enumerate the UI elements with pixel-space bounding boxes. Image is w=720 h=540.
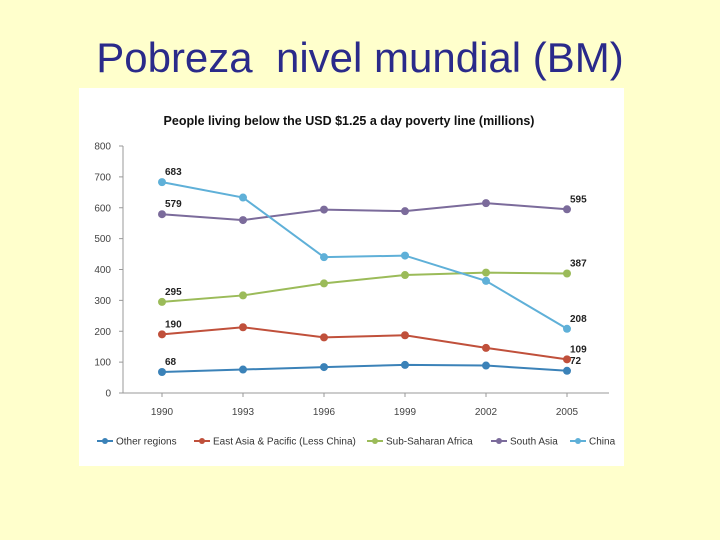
legend-swatch-marker [575, 438, 581, 444]
data-point [401, 360, 409, 369]
data-label: 387 [570, 259, 587, 270]
x-tick-label: 2002 [475, 407, 498, 418]
x-axis-ticks: 1990 1993 1996 1999 2002 2005 [151, 393, 579, 418]
data-point [320, 205, 328, 214]
series: 190 109 [158, 319, 587, 364]
data-point [563, 324, 571, 333]
y-tick-label: 600 [94, 203, 111, 214]
legend-item: Other regions [97, 437, 177, 448]
data-label: 68 [165, 357, 177, 368]
legend-label: Other regions [116, 437, 177, 448]
legend-label: Sub-Saharan Africa [386, 437, 473, 448]
y-tick-label: 400 [94, 265, 111, 276]
series: 683 208 [158, 167, 587, 333]
x-tick-label: 1996 [313, 407, 336, 418]
y-tick-label: 800 [94, 142, 111, 153]
series-line [161, 181, 568, 330]
data-label: 579 [165, 199, 182, 210]
series: 579 595 [158, 194, 587, 225]
legend-swatch-marker [496, 438, 502, 444]
x-tick-label: 2005 [556, 407, 579, 418]
data-point [320, 279, 328, 288]
poverty-line-chart: People living below the USD $1.25 a day … [94, 114, 616, 448]
y-axis-ticks: 0 100 200 300 400 500 600 700 800 [94, 142, 123, 400]
data-point [482, 199, 490, 208]
data-point [239, 291, 247, 300]
data-label: 683 [165, 167, 182, 178]
series-line [161, 271, 568, 303]
data-point [158, 368, 166, 377]
y-tick-label: 0 [105, 389, 111, 400]
data-point [158, 210, 166, 219]
data-label: 595 [570, 194, 587, 205]
data-point [239, 323, 247, 332]
data-point [239, 193, 247, 202]
data-point [320, 253, 328, 262]
legend-item: Sub-Saharan Africa [367, 437, 473, 448]
y-tick-label: 300 [94, 296, 111, 307]
y-tick-label: 700 [94, 172, 111, 183]
data-label: 72 [570, 356, 582, 367]
x-tick-label: 1999 [394, 407, 417, 418]
y-tick-label: 100 [94, 358, 111, 369]
series: 295 387 [158, 259, 587, 306]
data-point [401, 251, 409, 260]
series-line [161, 326, 568, 361]
data-point [239, 216, 247, 225]
slide-title: Pobreza nivel mundial (BM) [96, 34, 624, 81]
data-point [158, 330, 166, 339]
x-tick-label: 1990 [151, 407, 174, 418]
series-line [161, 363, 568, 374]
legend-item: East Asia & Pacific (Less China) [194, 437, 356, 448]
legend-label: China [589, 437, 616, 448]
legend: Other regions East Asia & Pacific (Less C… [97, 437, 616, 448]
series-line [161, 202, 568, 222]
data-point [482, 343, 490, 352]
data-point [401, 331, 409, 340]
data-point [563, 269, 571, 278]
series-layer: 68 72 190 109 295 387 579 595 683 208 [158, 167, 587, 377]
data-point [401, 271, 409, 280]
legend-item: China [570, 437, 616, 448]
data-point [482, 361, 490, 370]
data-point [320, 363, 328, 372]
data-point [239, 365, 247, 374]
data-point [563, 366, 571, 375]
legend-label: East Asia & Pacific (Less China) [213, 437, 356, 448]
chart-title: People living below the USD $1.25 a day … [164, 114, 535, 128]
data-point [158, 178, 166, 187]
data-label: 208 [570, 314, 587, 325]
series: 68 72 [158, 356, 582, 377]
legend-label: South Asia [510, 437, 558, 448]
data-point [158, 297, 166, 306]
x-tick-label: 1993 [232, 407, 255, 418]
data-point [482, 268, 490, 277]
legend-swatch-marker [372, 438, 378, 444]
data-point [563, 355, 571, 364]
data-point [482, 276, 490, 285]
data-label: 190 [165, 319, 182, 330]
data-label: 295 [165, 287, 182, 298]
legend-item: South Asia [491, 437, 558, 448]
data-point [320, 333, 328, 342]
legend-swatch-marker [199, 438, 205, 444]
data-point [563, 205, 571, 214]
y-tick-label: 200 [94, 327, 111, 338]
y-tick-label: 500 [94, 234, 111, 245]
chart-panel: People living below the USD $1.25 a day … [79, 88, 624, 466]
data-point [401, 207, 409, 216]
data-label: 109 [570, 344, 587, 355]
legend-swatch-marker [102, 438, 108, 444]
